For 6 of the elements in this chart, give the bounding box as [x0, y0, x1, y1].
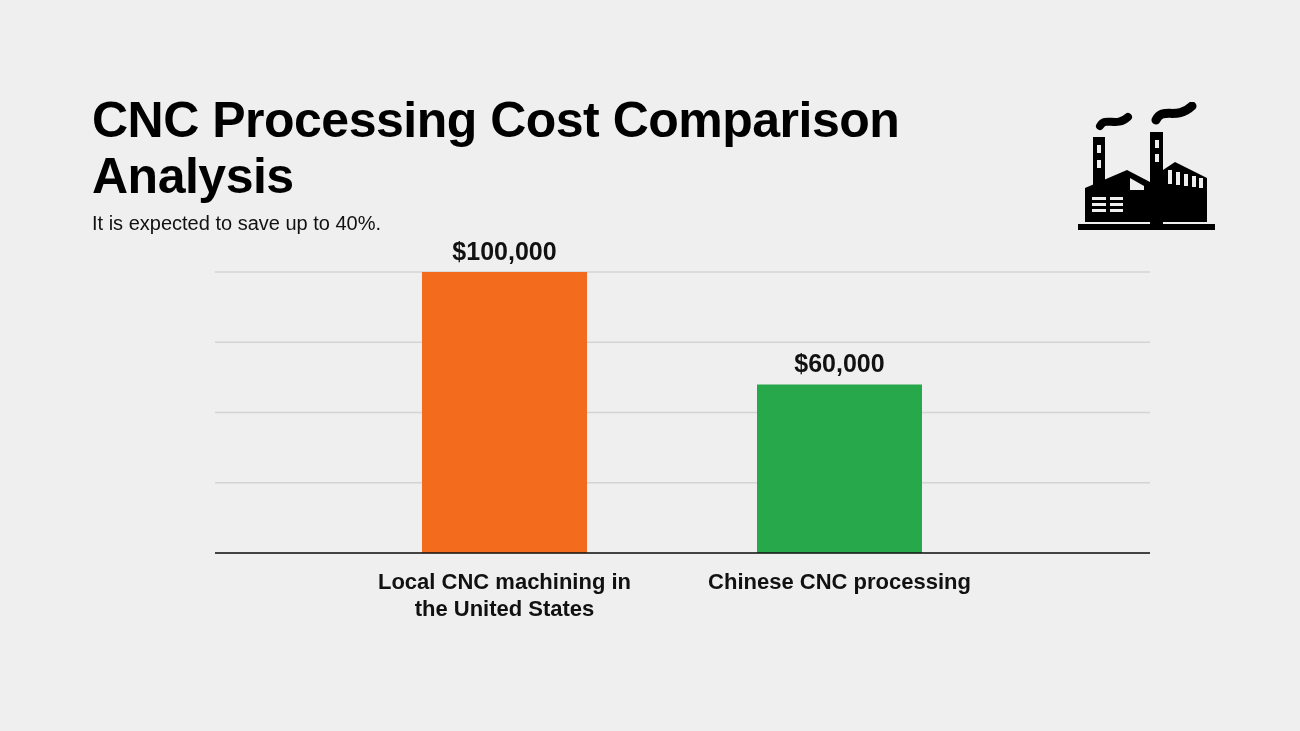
x-tick-label: Chinese CNC processing — [708, 569, 971, 594]
data-label: $100,000 — [452, 237, 557, 265]
chart-subtitle: It is expected to save up to 40%. — [92, 212, 382, 235]
data-label: $60,000 — [794, 349, 885, 378]
x-tick-label: Local CNC machining in the United States — [377, 569, 632, 621]
chart-title: CNC Processing Cost Comparison Analysis — [92, 92, 901, 204]
